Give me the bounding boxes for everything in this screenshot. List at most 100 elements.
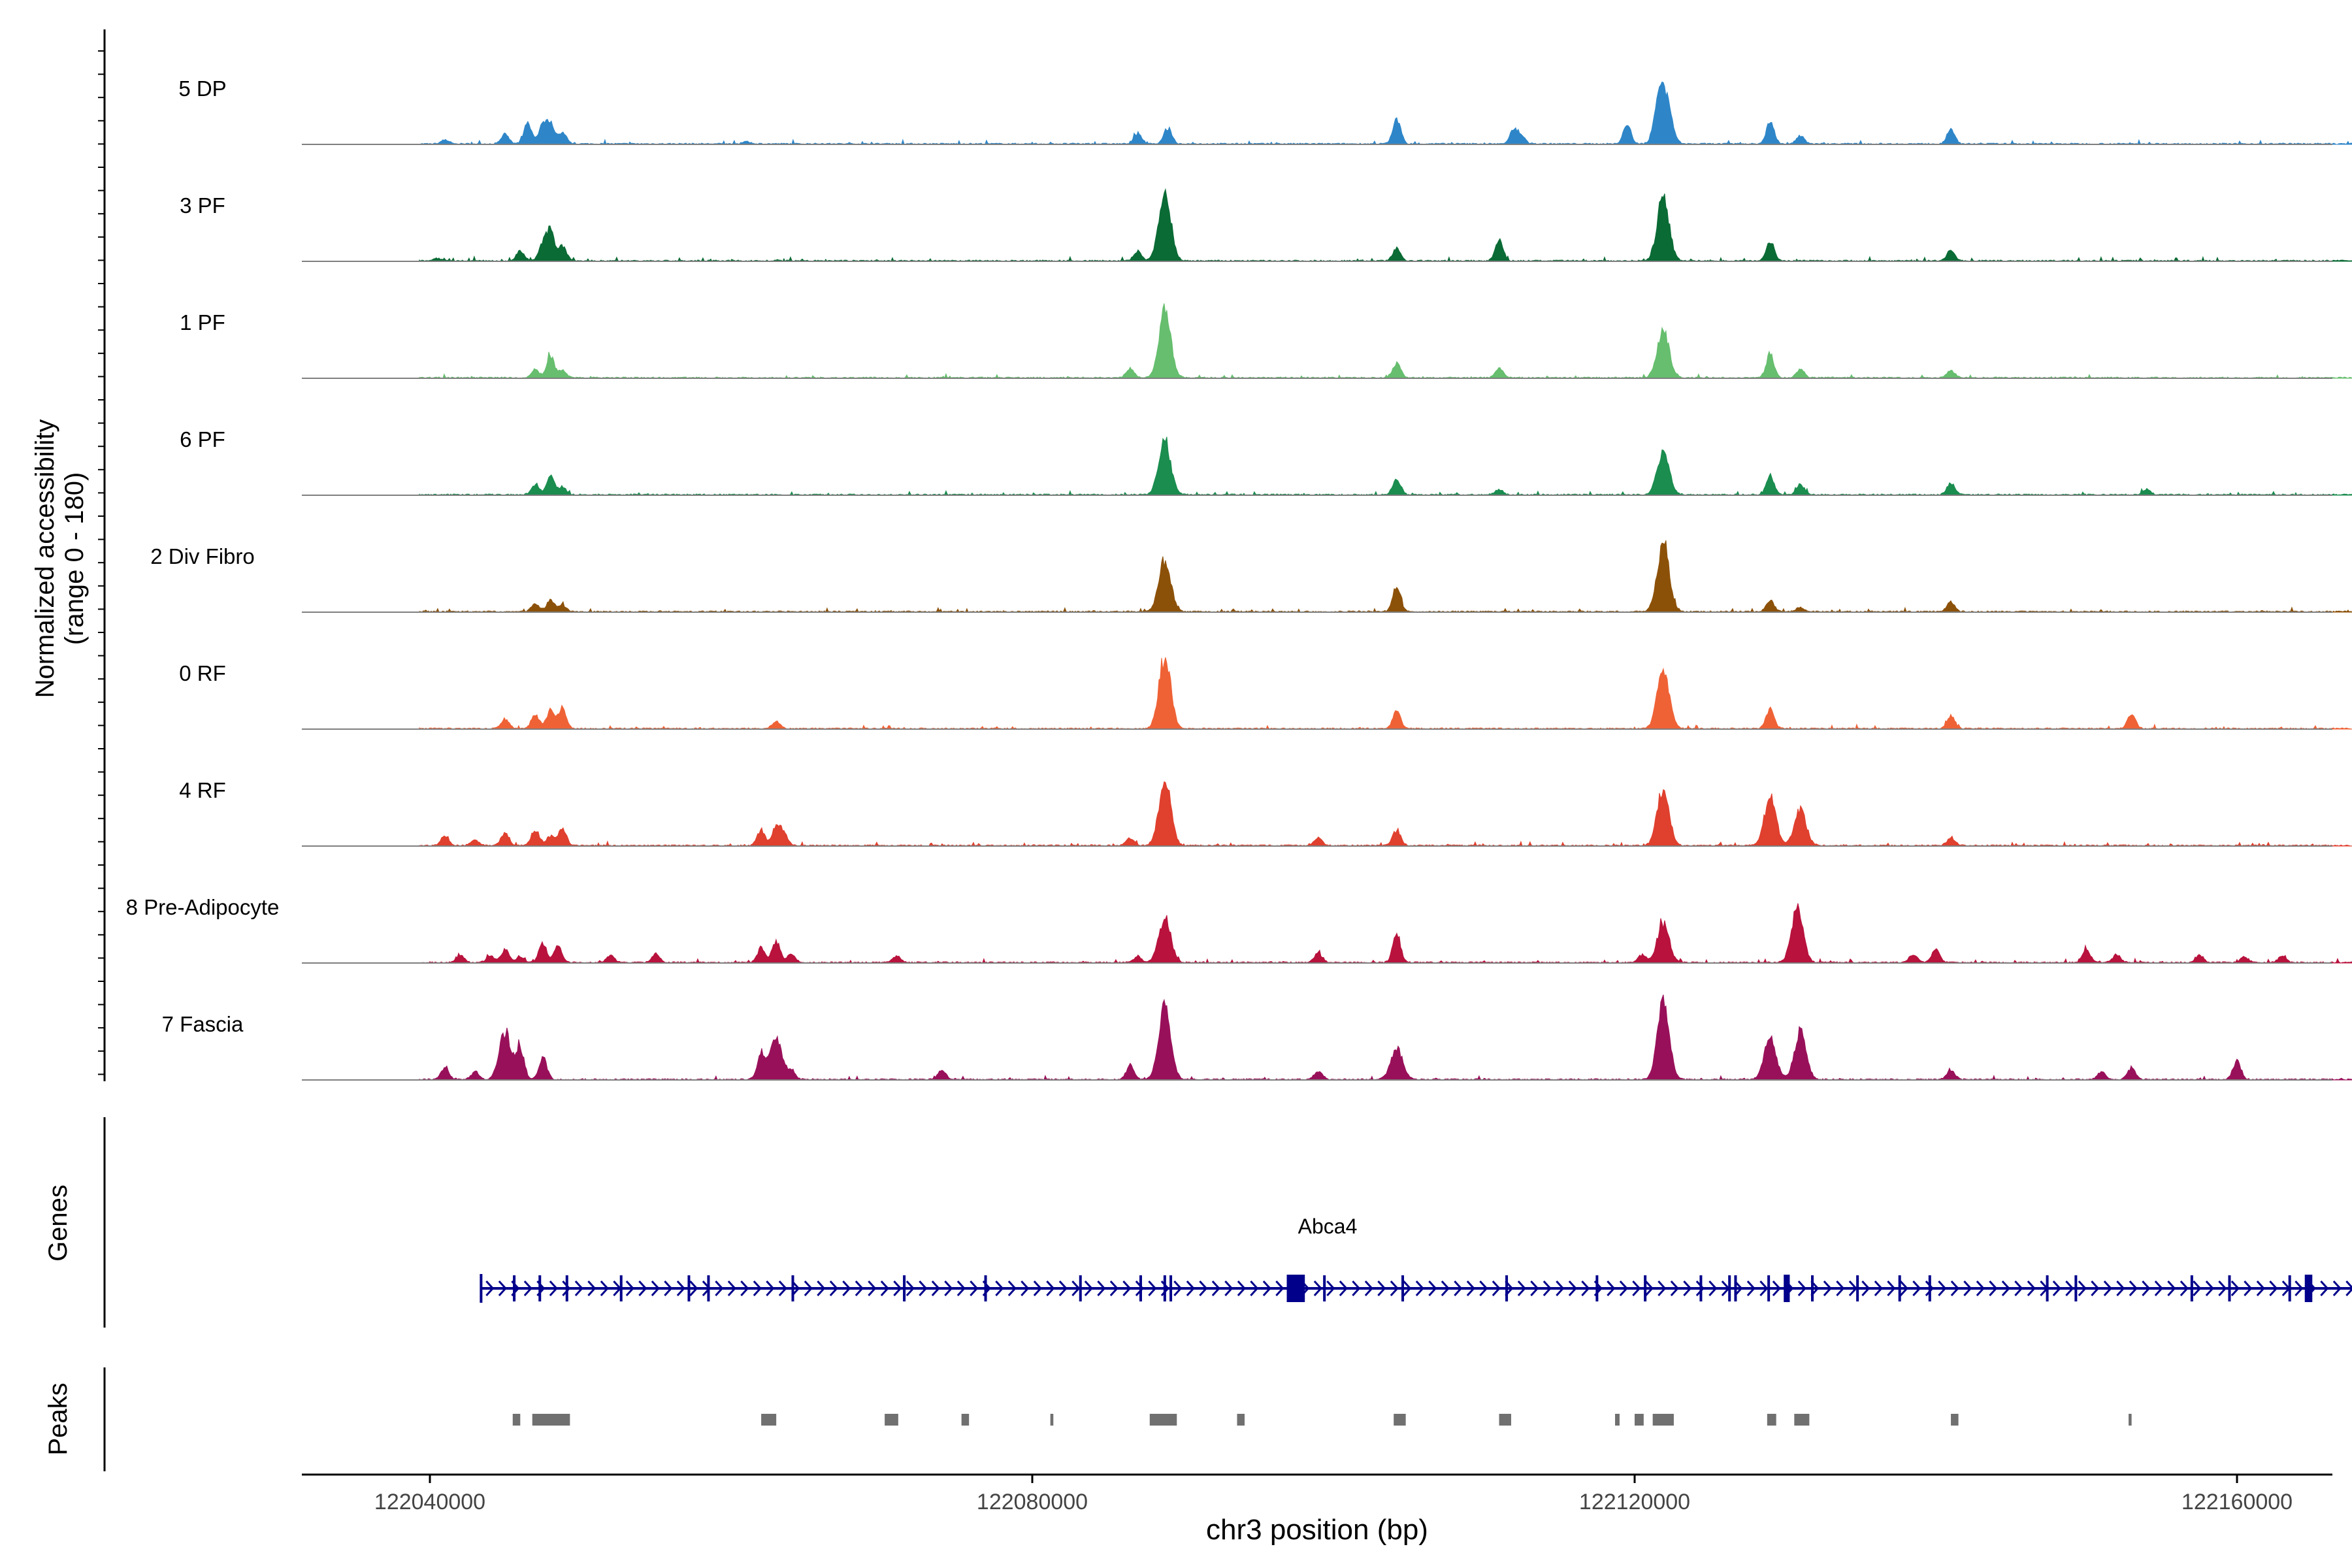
strand-chevron <box>1695 1280 1705 1297</box>
coverage-track-7: 4 RF <box>179 778 2352 847</box>
strand-chevron <box>1122 1280 1132 1297</box>
strand-chevron <box>727 1280 736 1297</box>
strand-chevron <box>1543 1280 1552 1297</box>
track-label: 5 DP <box>178 76 226 101</box>
strand-chevron <box>2320 1280 2329 1297</box>
strand-chevron <box>1275 1280 1284 1297</box>
peak-region <box>1499 1414 1511 1426</box>
peak-region <box>2129 1414 2132 1426</box>
strand-chevron <box>625 1280 634 1297</box>
strand-chevron <box>587 1280 596 1297</box>
strand-chevron <box>485 1280 495 1297</box>
strand-chevron <box>880 1280 889 1297</box>
track-label: 4 RF <box>179 778 226 802</box>
strand-chevron <box>1390 1280 1399 1297</box>
strand-chevron <box>1479 1280 1488 1297</box>
strand-chevron <box>1326 1280 1335 1297</box>
strand-chevron <box>651 1280 660 1297</box>
strand-chevron <box>1339 1280 1348 1297</box>
strand-chevron <box>753 1280 762 1297</box>
strand-chevron <box>766 1280 775 1297</box>
strand-chevron <box>906 1280 915 1297</box>
coverage-track-4: 6 PF <box>180 427 2352 496</box>
strand-chevron <box>2332 1280 2342 1297</box>
strand-chevron <box>1007 1280 1017 1297</box>
strand-chevron <box>1046 1280 1055 1297</box>
exon-block <box>1286 1275 1305 1302</box>
peak-region <box>961 1414 970 1426</box>
strand-chevron <box>1976 1280 1985 1297</box>
strand-chevron <box>1173 1280 1183 1297</box>
strand-chevron <box>1772 1280 1781 1297</box>
strand-chevron <box>956 1280 966 1297</box>
peak-region <box>885 1414 898 1426</box>
strand-chevron <box>2345 1280 2352 1297</box>
strand-chevron <box>1848 1280 1857 1297</box>
strand-chevron <box>1377 1280 1386 1297</box>
strand-chevron <box>1211 1280 1220 1297</box>
peak-region <box>1237 1414 1245 1426</box>
strand-chevron <box>1021 1280 1030 1297</box>
strand-chevron <box>1925 1280 1934 1297</box>
strand-chevron <box>1033 1280 1042 1297</box>
strand-chevron <box>1135 1280 1144 1297</box>
strand-chevron <box>1797 1280 1806 1297</box>
strand-chevron <box>1874 1280 1883 1297</box>
strand-chevron <box>562 1280 571 1297</box>
strand-chevron <box>2218 1280 2227 1297</box>
strand-chevron <box>855 1280 864 1297</box>
strand-chevron <box>1428 1280 1437 1297</box>
strand-chevron <box>1619 1280 1628 1297</box>
strand-chevron <box>804 1280 813 1297</box>
strand-chevron <box>2116 1280 2125 1297</box>
strand-chevron <box>1759 1280 1769 1297</box>
strand-chevron <box>2180 1280 2189 1297</box>
strand-chevron <box>2027 1280 2036 1297</box>
gene-name-label: Abca4 <box>1298 1215 1358 1238</box>
strand-chevron <box>2154 1280 2163 1297</box>
strand-chevron <box>1989 1280 1998 1297</box>
strand-chevron <box>1313 1280 1322 1297</box>
x-tick-label: 122080000 <box>977 1490 1088 1514</box>
strand-chevron <box>817 1280 826 1297</box>
track-label: 6 PF <box>180 427 225 451</box>
peak-region <box>1149 1414 1177 1426</box>
coverage-track-6: 0 RF <box>179 657 2352 730</box>
strand-chevron <box>600 1280 609 1297</box>
abca4-gene-model <box>480 1274 2352 1303</box>
coverage-track-9: 7 Fascia <box>162 994 2352 1081</box>
coverage-track-5: 2 Div Fibro <box>150 540 2352 613</box>
strand-chevron <box>944 1280 953 1297</box>
strand-chevron <box>664 1280 673 1297</box>
strand-chevron <box>2065 1280 2074 1297</box>
strand-chevron <box>574 1280 583 1297</box>
coverage-area <box>419 781 2352 847</box>
coverage-tracks: 5 DP 3 PF 1 PF 6 PF 2 Div Fibro 0 RF 4 RF 8 Pre… <box>126 76 2352 1081</box>
strand-chevron <box>1403 1280 1412 1297</box>
x-tick-label: 122120000 <box>1579 1490 1690 1514</box>
peak-region <box>1951 1414 1959 1426</box>
peak-region <box>532 1414 570 1426</box>
strand-chevron <box>1938 1280 1947 1297</box>
strand-chevron <box>1632 1280 1641 1297</box>
exon-block <box>2304 1275 2313 1302</box>
strand-chevron <box>1734 1280 1743 1297</box>
strand-chevron <box>2052 1280 2061 1297</box>
strand-chevron <box>1899 1280 1908 1297</box>
genes-panel-label: Genes <box>44 1184 73 1262</box>
strand-chevron <box>1581 1280 1590 1297</box>
strand-chevron <box>2001 1280 2010 1297</box>
strand-chevron <box>1058 1280 1068 1297</box>
peaks-panel-label: Peaks <box>44 1382 73 1455</box>
strand-chevron <box>2091 1280 2100 1297</box>
strand-chevron <box>842 1280 851 1297</box>
coverage-track-8: 8 Pre-Adipocyte <box>126 895 2352 964</box>
strand-chevron <box>1466 1280 1475 1297</box>
strand-chevron <box>893 1280 902 1297</box>
peak-region <box>1635 1414 1644 1426</box>
peak-region <box>1652 1414 1674 1426</box>
strand-chevron <box>931 1280 940 1297</box>
exon-block <box>1784 1275 1790 1302</box>
strand-chevron <box>1556 1280 1565 1297</box>
